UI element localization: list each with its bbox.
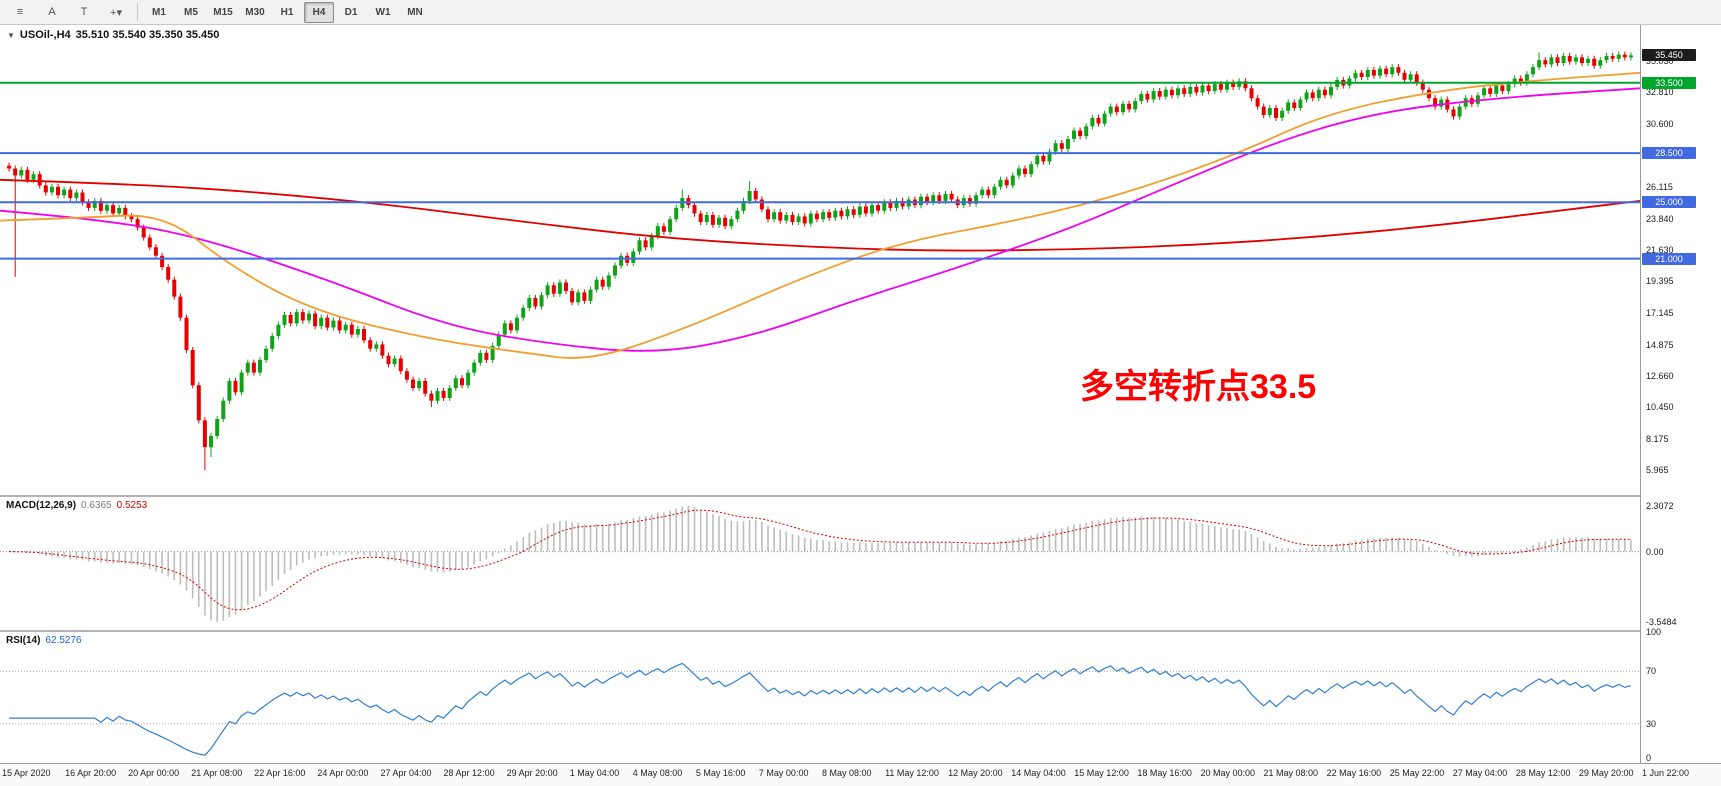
- chart-ohlc-values: 35.510 35.540 35.350 35.450: [75, 29, 220, 41]
- price-chart-pane[interactable]: ▼ USOil-,H4 35.510 35.540 35.350 35.450 …: [0, 25, 1640, 495]
- rsi-tick-label: 100: [1646, 627, 1662, 637]
- time-axis-label: 20 May 00:00: [1200, 768, 1255, 778]
- rsi-value: 62.5276: [45, 635, 82, 646]
- ma-fast-orange: [0, 71, 1640, 359]
- macd-histogram: [14, 505, 1632, 622]
- main-chart-canvas: [0, 51, 1640, 471]
- time-axis-label: 1 Jun 22:00: [1642, 768, 1690, 778]
- macd-main-value: 0.6365: [81, 500, 112, 511]
- chart-stack: ▼ USOil-,H4 35.510 35.540 35.350 35.450 …: [0, 25, 1721, 786]
- time-axis-label: 14 May 04:00: [1011, 768, 1066, 778]
- time-axis-label: 5 May 16:00: [695, 768, 746, 778]
- time-axis-label: 21 Apr 08:00: [191, 768, 243, 778]
- price-tick-label: 10.450: [1646, 402, 1674, 413]
- hline-price-tag: 33.500: [1642, 76, 1696, 89]
- price-tick-label: 19.395: [1646, 276, 1674, 287]
- time-axis-label: 12 May 20:00: [948, 768, 1003, 778]
- price-tick-label: 35.030: [1646, 56, 1674, 67]
- rsi-canvas: [0, 662, 1640, 756]
- tf-button-d1[interactable]: D1: [344, 6, 358, 18]
- chart-list-icon[interactable]: ≡: [16, 6, 24, 18]
- current-price-tag: 35.450: [1642, 49, 1696, 62]
- hline-price-tag: 25.000: [1642, 196, 1696, 209]
- time-axis-label: 18 May 16:00: [1137, 768, 1192, 778]
- tf-button-m15[interactable]: M15: [213, 6, 233, 18]
- chart-title: ▼ USOil-,H4 35.510 35.540 35.350 35.450: [7, 29, 219, 41]
- time-axis-label: 22 Apr 16:00: [254, 768, 306, 778]
- macd-canvas: [0, 505, 1640, 622]
- time-axis-label: 29 May 20:00: [1578, 768, 1634, 778]
- top-toolbar: ≡ A T +▾ M1 M5 M15 M30 H1 H4 D1 W1 MN: [0, 0, 1721, 25]
- price-tick-label: 23.840: [1646, 213, 1674, 224]
- rsi-label: RSI(14) 62.5276: [6, 635, 82, 646]
- time-axis-label: 29 Apr 20:00: [506, 768, 558, 778]
- rsi-pane[interactable]: RSI(14) 62.5276: [0, 632, 1640, 763]
- macd-pane[interactable]: MACD(12,26,9) 0.6365 0.5253: [0, 497, 1640, 630]
- rsi-tick-label: 0: [1646, 753, 1652, 763]
- macd-signal-value: 0.5253: [116, 500, 148, 511]
- time-axis-label: 20 Apr 00:00: [128, 768, 180, 778]
- toolbar-icon-group: ≡ A T +▾: [4, 2, 132, 23]
- cursor-tool-icon[interactable]: A: [48, 6, 56, 18]
- time-axis-label: 24 Apr 00:00: [317, 768, 369, 778]
- price-tick-label: 17.145: [1646, 307, 1674, 318]
- macd-signal-line: [9, 509, 1631, 611]
- price-tick-label: 5.965: [1646, 465, 1669, 476]
- time-axis-label: 25 May 22:00: [1389, 768, 1445, 778]
- price-tick-label: 8.175: [1646, 434, 1669, 445]
- price-tick-label: 26.115: [1646, 181, 1673, 192]
- tf-button-mn[interactable]: MN: [407, 6, 423, 18]
- tf-button-h1[interactable]: H1: [280, 6, 294, 18]
- timeframe-button-group: M1 M5 M15 M30 H1 H4 D1 W1 MN: [143, 1, 431, 23]
- pane-separator[interactable]: [0, 495, 1721, 497]
- time-axis-label: 27 May 04:00: [1452, 768, 1508, 778]
- time-axis-label: 15 Apr 2020: [2, 768, 51, 778]
- hline-price-tag: 21.000: [1642, 252, 1696, 265]
- ma-slow-red: [0, 178, 1640, 252]
- price-tick-label: 30.600: [1646, 118, 1674, 129]
- time-axis-label: 4 May 08:00: [632, 768, 683, 778]
- time-axis-label: 28 Apr 12:00: [443, 768, 495, 778]
- tf-button-h4[interactable]: H4: [304, 1, 334, 23]
- price-tick-label: 12.660: [1646, 370, 1674, 381]
- hline-price-tag: 28.500: [1642, 147, 1696, 160]
- pane-separator[interactable]: [0, 630, 1721, 632]
- price-tick-label: 32.810: [1646, 87, 1674, 98]
- rsi-name: RSI(14): [6, 635, 41, 646]
- chart-annotation-text: 多空转折点33.5: [1080, 368, 1317, 406]
- time-axis-label: 1 May 04:00: [569, 768, 620, 778]
- text-tool-icon[interactable]: T: [80, 6, 88, 18]
- macd-tick-label: 2.3072: [1646, 500, 1674, 511]
- rsi-tick-label: 70: [1646, 666, 1657, 677]
- price-tick-label: 21.630: [1646, 244, 1674, 255]
- tf-button-w1[interactable]: W1: [375, 6, 391, 18]
- toolbar-separator: [137, 3, 138, 21]
- time-axis-label: 7 May 00:00: [758, 768, 809, 778]
- time-axis-label: 28 May 12:00: [1515, 768, 1571, 778]
- time-axis-label: 16 Apr 20:00: [65, 768, 117, 778]
- tf-button-m5[interactable]: M5: [184, 6, 198, 18]
- tf-button-m1[interactable]: M1: [152, 6, 166, 18]
- rsi-tick-label: 30: [1646, 718, 1657, 729]
- tf-button-m30[interactable]: M30: [245, 6, 265, 18]
- candlestick-series: [7, 51, 1633, 471]
- macd-tick-label: -3.5484: [1646, 617, 1677, 628]
- chart-symbol-timeframe: USOil-,H4: [19, 29, 71, 41]
- time-axis-label: 15 May 12:00: [1074, 768, 1129, 778]
- price-tick-label: 14.875: [1646, 339, 1674, 350]
- crosshair-tool-icon[interactable]: +▾: [110, 6, 122, 19]
- time-axis-label: 11 May 12:00: [885, 768, 939, 778]
- time-axis-label: 21 May 08:00: [1263, 768, 1319, 778]
- time-axis[interactable]: 15 Apr 2020 16 Apr 20:00 20 Apr 00:00 21 Ap…: [0, 763, 1721, 786]
- time-axis-label: 8 May 08:00: [822, 768, 872, 778]
- chart-dropdown-icon[interactable]: ▼: [7, 30, 15, 40]
- macd-label: MACD(12,26,9) 0.6365 0.5253: [6, 500, 147, 511]
- price-axis[interactable]: 35.03032.81030.60028.39026.11523.84021.6…: [1640, 25, 1721, 763]
- time-axis-label: 27 Apr 04:00: [380, 768, 432, 778]
- time-axis-label: 22 May 16:00: [1326, 768, 1382, 778]
- macd-tick-label: 0.00: [1646, 546, 1664, 557]
- rsi-line: [9, 662, 1632, 756]
- macd-name: MACD(12,26,9): [6, 500, 77, 511]
- ma-mid-magenta: [0, 87, 1640, 352]
